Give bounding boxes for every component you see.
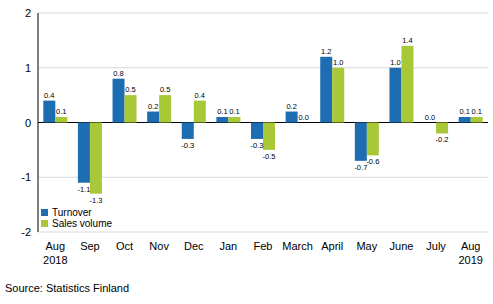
bar: [43, 101, 55, 123]
x-tick-label: Aug 2018: [43, 240, 67, 266]
x-tick-label-line: Jan: [220, 240, 238, 252]
data-label: -0.5: [263, 152, 276, 161]
source: Source: Statistics Finland: [5, 282, 129, 294]
x-tick-label-line: Oct: [116, 240, 133, 252]
data-label: 0.5: [160, 85, 170, 94]
bar: [113, 79, 125, 123]
x-tick-label: June: [390, 240, 414, 252]
data-label: -0.6: [366, 157, 379, 166]
bar: [471, 117, 483, 122]
bar: [459, 117, 471, 122]
x-tick-label: Nov: [149, 240, 169, 252]
x-tick-label-line: June: [390, 240, 414, 252]
data-label: 0.2: [148, 102, 158, 111]
chart: -2 -1 0 1 2 0.4 -1.1 0.8 0.2 -0.3 0.1 -0.3 0.2 1.2 -0.…: [0, 0, 493, 304]
bar: [320, 57, 332, 123]
data-label: 0.0: [298, 113, 308, 122]
x-tick-label: Oct: [116, 240, 133, 252]
bar: [78, 123, 90, 183]
bar: [286, 112, 298, 123]
x-tick-label-line: March: [282, 240, 313, 252]
data-label: -0.7: [354, 163, 367, 172]
data-label: -0.3: [181, 141, 194, 150]
bar: [332, 68, 344, 123]
data-label: 0.4: [44, 91, 54, 100]
bar: [367, 123, 379, 156]
x-tick-label: April: [321, 240, 343, 252]
x-tick-label-line: Aug: [46, 240, 66, 252]
x-tick-label: July: [426, 240, 446, 252]
bar: [424, 122, 436, 123]
grid-line: [38, 232, 488, 233]
x-tick-label: March: [282, 240, 313, 252]
x-tick-label: Jan: [220, 240, 238, 252]
bar: [401, 46, 413, 123]
x-tick-label-line: May: [356, 240, 377, 252]
bar: [182, 123, 194, 139]
bar: [55, 117, 67, 122]
bar: [194, 101, 206, 123]
data-label: 1.0: [390, 58, 400, 67]
legend-label: Turnover: [52, 207, 92, 218]
legend-label: Sales volume: [52, 218, 112, 229]
bar: [216, 117, 228, 122]
x-tick-label: Dec: [184, 240, 204, 252]
x-tick-label: Aug 2019: [458, 240, 482, 266]
bar: [125, 95, 137, 122]
data-label: 1.4: [402, 36, 412, 45]
bar: [436, 123, 448, 134]
x-tick-label-line: July: [426, 240, 446, 252]
data-label: 0.1: [459, 107, 469, 116]
bar: [355, 123, 367, 161]
data-label: 0.1: [217, 107, 227, 116]
y-axis: [38, 13, 39, 232]
data-label: 0.2: [286, 102, 296, 111]
data-label: -0.2: [436, 135, 449, 144]
legend-swatch: [41, 220, 48, 227]
bars: [43, 46, 482, 194]
x-tick-label-line: 2018: [43, 254, 67, 266]
data-label: 1.2: [321, 47, 331, 56]
bar: [147, 112, 159, 123]
x-tick-label: Feb: [254, 240, 273, 252]
data-label: -0.3: [251, 141, 264, 150]
x-tick-label-line: 2019: [458, 254, 482, 266]
grid-line: [38, 177, 488, 178]
y-tick-label: 0: [25, 117, 31, 129]
x-tick-label-line: Nov: [149, 240, 169, 252]
data-label: 0.4: [195, 91, 205, 100]
legend-swatch: [41, 209, 48, 216]
x-tick-label-line: Aug: [461, 240, 481, 252]
x-tick-label-line: Feb: [254, 240, 273, 252]
bar: [389, 68, 401, 123]
x-tick-label: May: [356, 240, 377, 252]
y-tick-label: -2: [21, 226, 31, 238]
data-label: 0.5: [125, 85, 135, 94]
data-label: 0.1: [229, 107, 239, 116]
bar: [263, 123, 275, 150]
y-tick-label: 1: [25, 62, 31, 74]
x-tick-label-line: Dec: [184, 240, 204, 252]
y-tick-label: -1: [21, 171, 31, 183]
data-label: 0.0: [425, 113, 435, 122]
bar: [228, 117, 240, 122]
bar: [159, 95, 171, 122]
data-label: 0.1: [471, 107, 481, 116]
x-tick-label-line: Sep: [80, 240, 100, 252]
bar: [90, 123, 102, 194]
grid-line: [38, 67, 488, 68]
grid-line: [38, 13, 488, 14]
data-label: -1.3: [89, 196, 102, 205]
data-label: -1.1: [77, 185, 90, 194]
bar: [251, 123, 263, 139]
data-label: 0.1: [56, 107, 66, 116]
data-label: 0.8: [113, 69, 123, 78]
y-tick-label: 2: [25, 7, 31, 19]
x-tick-label-line: April: [321, 240, 343, 252]
x-tick-label: Sep: [80, 240, 100, 252]
data-label: 1.0: [333, 58, 343, 67]
bar: [298, 122, 310, 123]
